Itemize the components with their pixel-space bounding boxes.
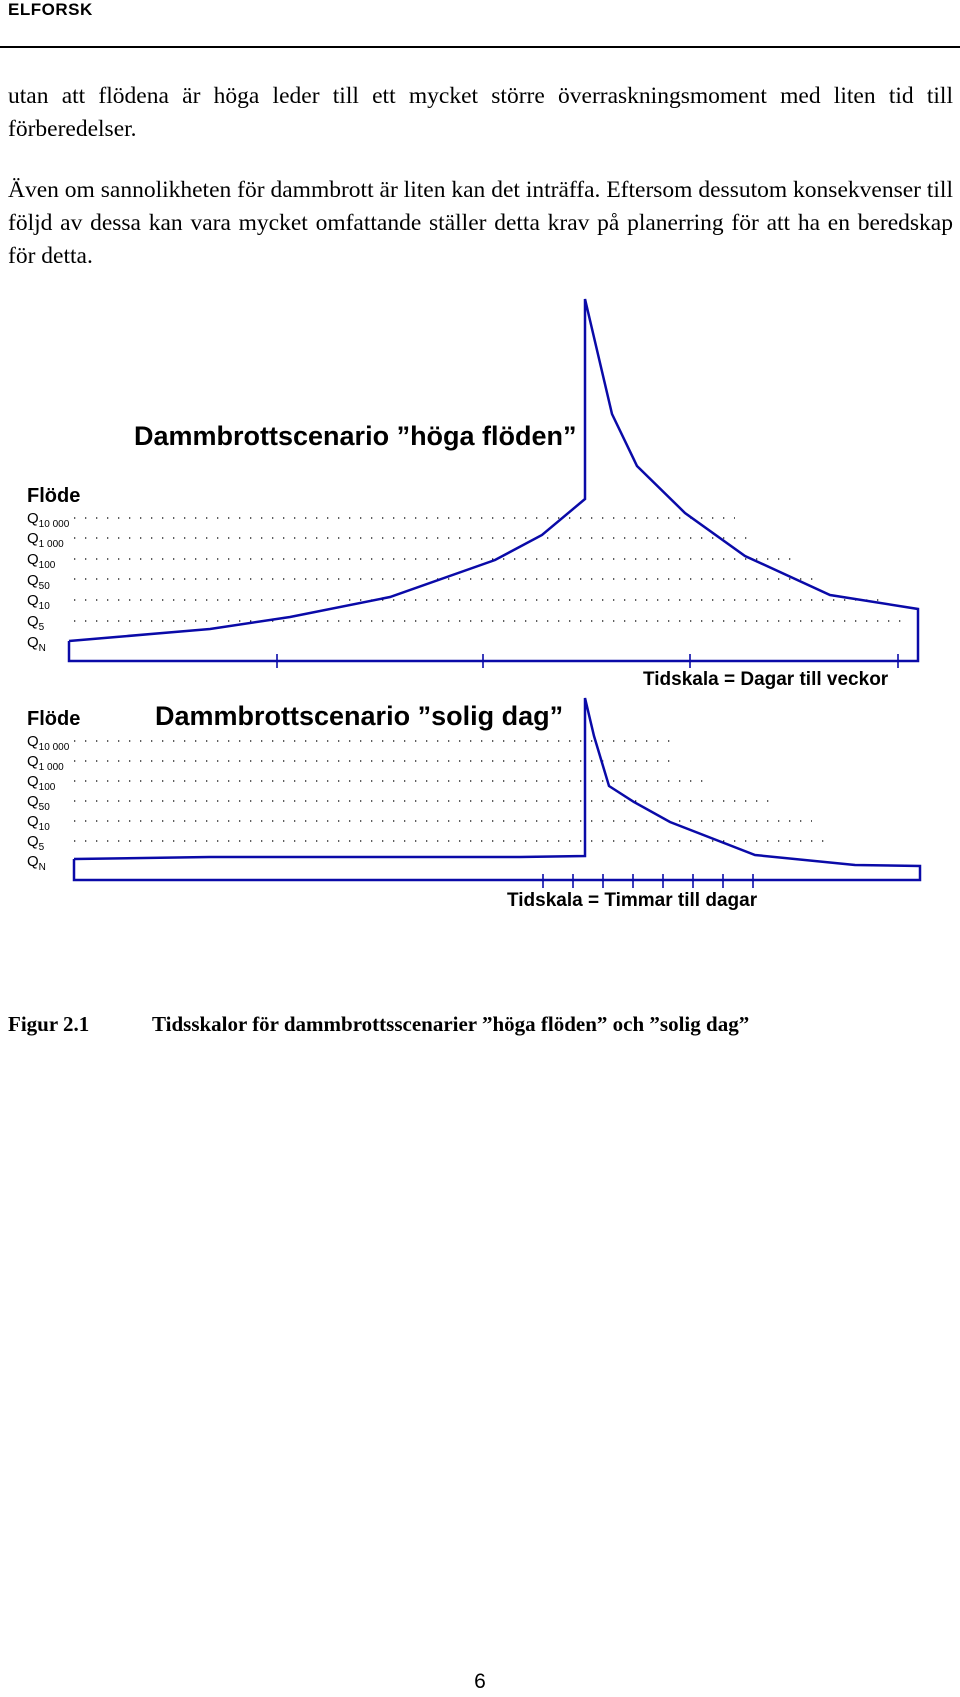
hydrograph-sunny-day [72,697,922,882]
y-level-label: Q10 [27,592,50,612]
chart-high-flows-curve [67,298,920,663]
y-level-label: Q100 [27,773,56,793]
dam-break-scenario-figure: Dammbrottscenario ”höga flöden” Flöde Q1… [27,298,922,911]
body-paragraph-2: Även om sannolikheten för dammbrott är l… [8,177,953,269]
y-level-label: Q50 [27,572,50,592]
chart-sunny-day-time-ticks [542,874,754,888]
header-rule [0,46,960,48]
y-level-label: Q100 [27,551,56,571]
chart-high-flows-y-axis-label: Flöde [27,485,80,507]
chart-sunny-day-time-scale: Tidskala = Timmar till dagar [507,890,758,911]
chart-high-flows-y-levels: Q10 000 Q1 000 Q100 Q50 Q10 Q5 QN [27,510,70,654]
y-level-label: Q10 000 [27,510,70,530]
page-number: 6 [474,1670,486,1693]
document-header-label: ELFORSK [8,0,93,19]
chart-high-flows-time-ticks [276,654,899,668]
chart-sunny-day: Flöde Dammbrottscenario ”solig dag” Q10 … [27,697,922,911]
chart-high-flows-title: Dammbrottscenario ”höga flöden” [134,421,577,451]
y-level-label: Q1 000 [27,753,64,773]
hydrograph-high-flows [67,298,920,663]
y-level-label: QN [27,634,46,654]
chart-high-flows-level-lines [74,517,905,622]
chart-sunny-day-curve [72,697,922,882]
chart-sunny-day-title: Dammbrottscenario ”solig dag” [155,701,563,731]
body-paragraph-1: utan att flödena är höga leder till ett … [8,83,953,142]
y-level-label: Q1 000 [27,530,64,550]
y-level-label: Q10 000 [27,733,70,753]
figure-caption-number: Figur 2.1 [8,1012,90,1036]
chart-sunny-day-y-axis-label: Flöde [27,708,80,730]
chart-sunny-day-y-levels: Q10 000 Q1 000 Q100 Q50 Q10 Q5 QN [27,733,70,873]
y-level-label: Q5 [27,613,45,633]
y-level-label: Q5 [27,833,45,853]
figure-caption-text: Tidsskalor för dammbrottsscenarier ”höga… [152,1012,750,1036]
chart-high-flows: Dammbrottscenario ”höga flöden” Flöde Q1… [27,298,920,690]
y-level-label: Q50 [27,793,50,813]
y-level-label: QN [27,853,46,873]
chart-sunny-day-level-lines [74,740,833,842]
y-level-label: Q10 [27,813,50,833]
chart-high-flows-time-scale: Tidskala = Dagar till veckor [643,669,889,690]
